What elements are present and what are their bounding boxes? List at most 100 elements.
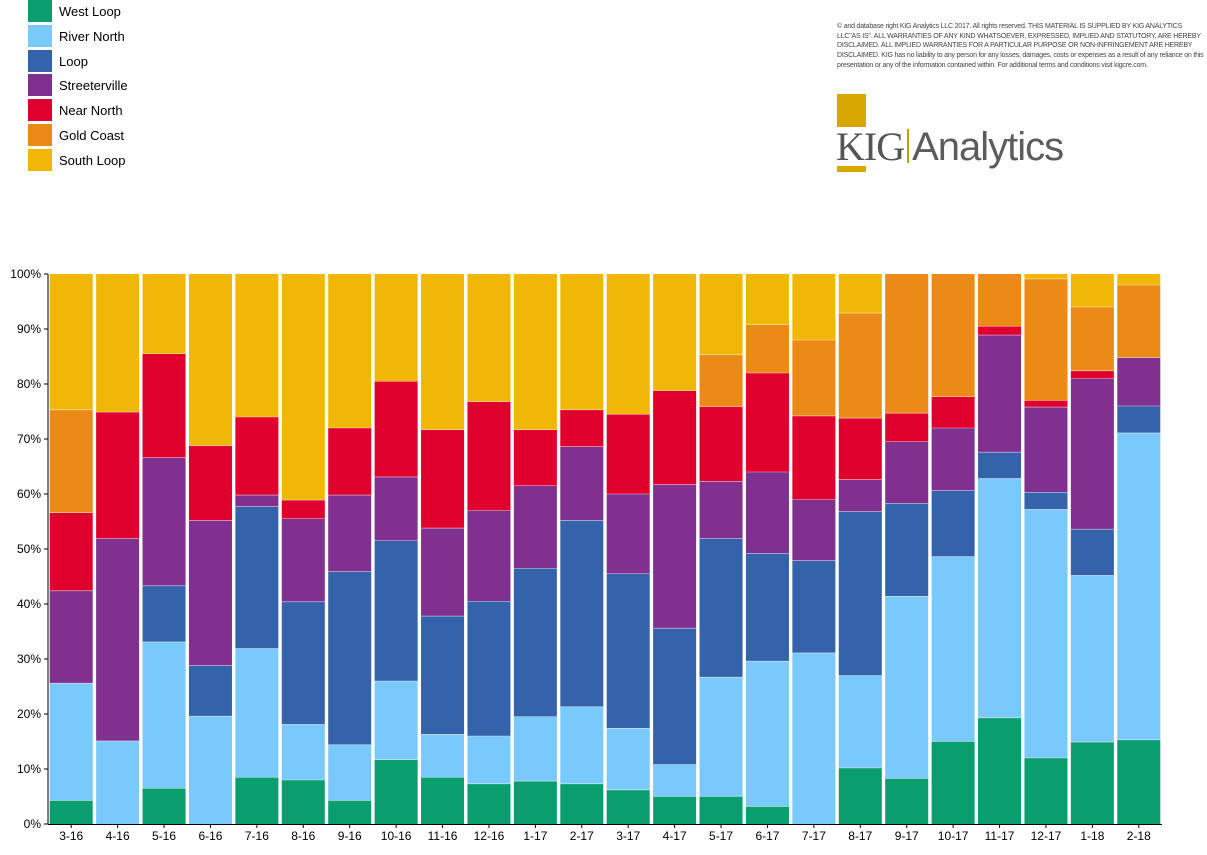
bar-segment	[374, 759, 418, 824]
bar-segment	[978, 717, 1022, 824]
bar-segment	[1117, 285, 1161, 358]
legend-swatch	[28, 24, 52, 47]
bar-segment	[96, 412, 140, 539]
bar-segment	[235, 274, 279, 417]
logo-kig-text: KIG	[836, 124, 905, 169]
y-tick-label: 80%	[17, 377, 41, 391]
bar-segment	[1117, 406, 1161, 433]
bar-segment	[49, 274, 93, 410]
bar-segment	[328, 571, 372, 745]
bar-segment	[49, 512, 93, 591]
bar-segment	[838, 767, 882, 824]
bar-segment	[792, 499, 836, 561]
bar-segment	[1024, 400, 1068, 408]
y-tick-label: 0%	[24, 817, 42, 831]
bar-segment	[49, 683, 93, 801]
bar-segment	[606, 789, 650, 824]
bar-segment	[745, 472, 789, 554]
bar-segment	[931, 396, 975, 428]
legend-swatch	[28, 123, 52, 146]
bar-segment	[96, 274, 140, 413]
bar-segment	[374, 476, 418, 541]
x-tick-label: 9-16	[338, 829, 362, 843]
bar-segment	[467, 510, 511, 602]
bar-segment	[235, 495, 279, 507]
bar-segment	[1024, 509, 1068, 758]
kig-analytics-logo: KIG Analytics	[836, 94, 1066, 174]
bar-segment	[699, 538, 743, 678]
bar-segment	[606, 414, 650, 494]
bar-segment	[838, 274, 882, 314]
y-tick-label: 90%	[17, 322, 41, 336]
legend-swatch	[28, 99, 52, 122]
y-tick-label: 40%	[17, 597, 41, 611]
x-tick-label: 3-16	[59, 829, 83, 843]
bar-segment	[1024, 278, 1068, 401]
bar-segment	[606, 728, 650, 790]
bar-segment	[421, 274, 465, 430]
bar-segment	[885, 441, 929, 504]
logo-analytics-text: Analytics	[912, 125, 1064, 169]
bar-segment	[513, 485, 557, 569]
logo-square-mark	[837, 94, 866, 127]
bar-segment	[281, 500, 325, 519]
bar-segment	[467, 274, 511, 402]
bar-segment	[513, 781, 557, 824]
bar-segment	[606, 494, 650, 574]
bar-segment	[792, 340, 836, 416]
bar-segment	[1070, 274, 1114, 307]
bar-segment	[235, 506, 279, 649]
bar-segment	[235, 648, 279, 778]
bar-segment	[1117, 357, 1161, 406]
bar-segment	[885, 413, 929, 442]
y-tick-label: 10%	[17, 762, 41, 776]
x-tick-label: 10-16	[381, 829, 412, 843]
bar-segment	[653, 796, 697, 824]
x-tick-label: 4-16	[106, 829, 130, 843]
bar-segment	[745, 553, 789, 662]
bar-segment	[653, 764, 697, 797]
bar-segment	[188, 716, 232, 824]
bar-segment	[281, 601, 325, 725]
legend-label: South Loop	[59, 152, 126, 168]
bar-segment	[745, 373, 789, 472]
bar-segment	[467, 783, 511, 824]
bar-segment	[513, 568, 557, 717]
x-tick-label: 3-17	[616, 829, 640, 843]
bar-segment	[1024, 492, 1068, 510]
bar-segment	[745, 661, 789, 807]
legend-swatch	[28, 0, 52, 22]
bar-segment	[931, 741, 975, 824]
bar-segment	[560, 409, 604, 447]
x-tick-label: 6-17	[755, 829, 779, 843]
bar-segment	[328, 744, 372, 801]
bar-segment	[699, 796, 743, 824]
bar-segment	[838, 479, 882, 512]
bar-segment	[560, 274, 604, 410]
bar-segment	[467, 401, 511, 511]
bar-segment	[653, 390, 697, 485]
bar-segment	[931, 556, 975, 742]
bar-segment	[838, 675, 882, 768]
bar-segment	[374, 681, 418, 760]
bar-segment	[467, 736, 511, 784]
bar-segment	[328, 274, 372, 428]
legend-label: Loop	[59, 53, 88, 69]
bar-segment	[374, 274, 418, 382]
legend-label: Streeterville	[59, 78, 128, 94]
bar-segment	[885, 596, 929, 779]
y-tick-label: 100%	[10, 267, 41, 281]
bar-segment	[978, 274, 1022, 327]
bar-segment	[1024, 758, 1068, 824]
bar-segment	[1024, 274, 1068, 279]
bar-segment	[421, 429, 465, 529]
bar-segment	[513, 274, 557, 430]
bar-segment	[838, 418, 882, 480]
bar-segment	[699, 406, 743, 482]
bar-segment	[838, 313, 882, 419]
bar-segment	[49, 409, 93, 513]
bar-segment	[978, 326, 1022, 336]
bar-segment	[328, 428, 372, 496]
bar-segment	[931, 428, 975, 491]
x-tick-label: 5-17	[709, 829, 733, 843]
